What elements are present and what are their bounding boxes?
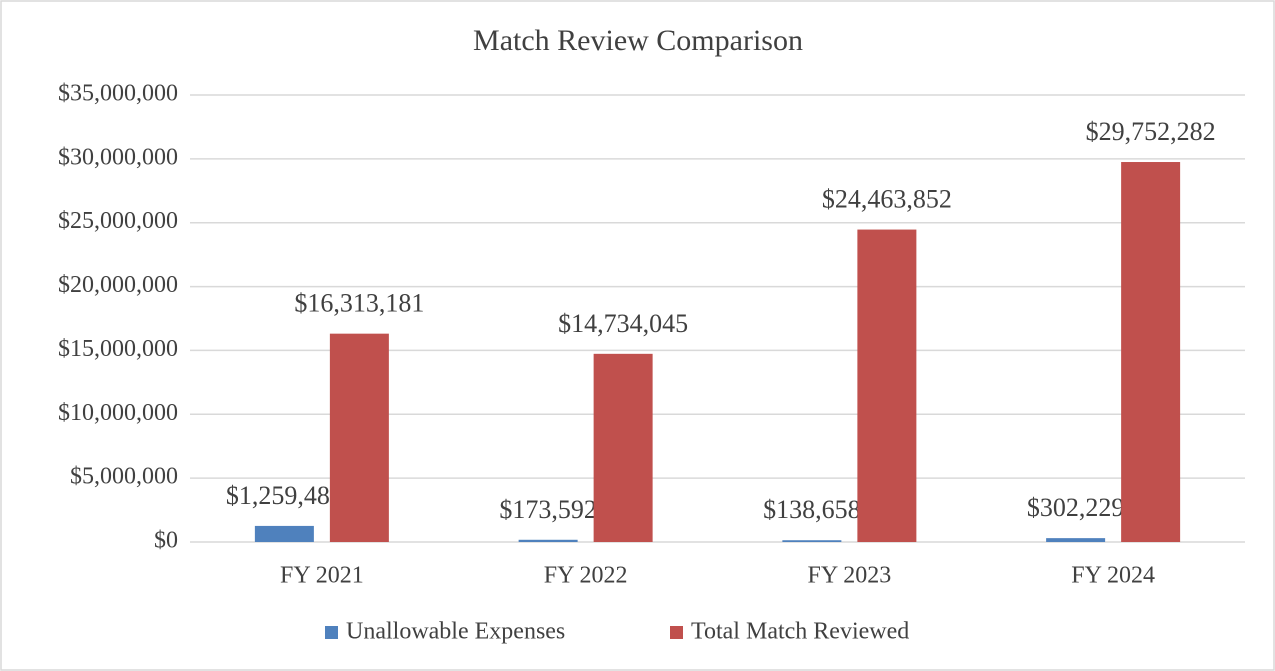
bar: [857, 229, 917, 543]
legend-swatch: [670, 626, 683, 639]
y-tick-label: $25,000,000: [58, 208, 178, 234]
data-label: $29,752,282: [1086, 117, 1216, 146]
bar: [1121, 162, 1181, 542]
y-tick-label: $35,000,000: [58, 81, 178, 107]
data-label: $1,259,481: [226, 481, 343, 510]
data-label: $24,463,852: [822, 185, 952, 214]
bar: [1046, 538, 1106, 542]
legend-label: Unallowable Expenses: [346, 619, 565, 645]
y-tick-label: $20,000,000: [58, 272, 178, 298]
bar: [329, 333, 389, 542]
x-tick-label: FY 2022: [544, 563, 628, 589]
data-label: $173,592: [499, 495, 597, 524]
chart-title: Match Review Comparison: [473, 24, 803, 57]
x-tick-label: FY 2023: [807, 563, 891, 589]
bar: [782, 540, 842, 542]
x-tick-label: FY 2024: [1071, 563, 1155, 589]
data-label: $302,229: [1027, 493, 1125, 522]
y-tick-label: $10,000,000: [58, 400, 178, 426]
bar: [593, 353, 653, 542]
legend-swatch: [325, 626, 338, 639]
bar: [254, 525, 314, 542]
x-tick-label: FY 2021: [280, 563, 364, 589]
y-tick-label: $0: [154, 528, 178, 554]
data-label: $16,313,181: [294, 289, 424, 318]
y-tick-label: $30,000,000: [58, 144, 178, 170]
legend-label: Total Match Reviewed: [691, 619, 909, 645]
data-label: $14,734,045: [558, 309, 688, 338]
y-tick-label: $5,000,000: [70, 464, 178, 490]
y-tick-label: $15,000,000: [58, 336, 178, 362]
bar: [518, 539, 578, 542]
data-label: $138,658: [763, 495, 861, 524]
